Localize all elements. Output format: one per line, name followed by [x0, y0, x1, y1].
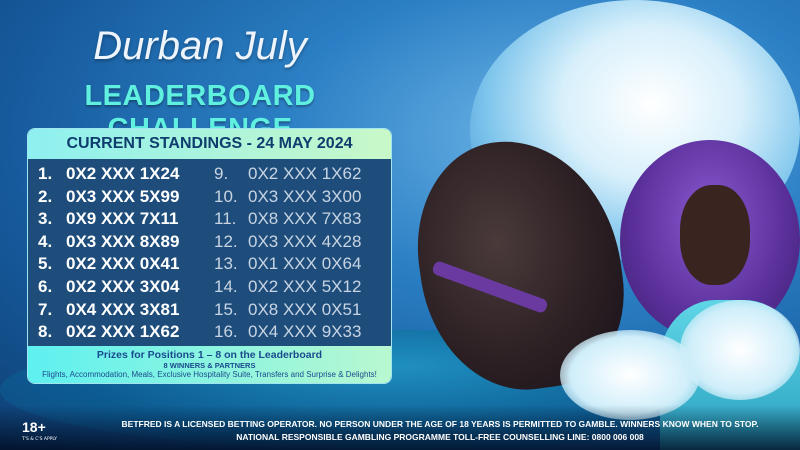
foam-illustration: [680, 300, 800, 400]
standings-row: 12. 0X3 XXX 4X28: [214, 231, 390, 254]
standings-column-right: 9. 0X2 XXX 1X62 10. 0X3 XXX 3X00 11. 0X8 XXX …: [214, 163, 390, 344]
position-number: 4.: [38, 231, 53, 251]
player-id: 0X3 XXX 4X28: [248, 231, 362, 251]
prizes-winners: 8 WINNERS & PARTNERS: [163, 360, 256, 370]
prizes-box: Prizes for Positions 1 – 8 on the Leader…: [28, 345, 391, 383]
position-number: 6.: [38, 276, 53, 296]
standings-row: 11. 0X8 XXX 7X83: [214, 208, 390, 231]
standings-row: 9. 0X2 XXX 1X62: [214, 163, 390, 186]
player-id: 0X3 XXX 8X89: [66, 231, 180, 251]
standings-row: 2. 0X3 XXX 5X99: [38, 186, 214, 209]
prizes-heading: Prizes for Positions 1 – 8 on the Leader…: [96, 348, 323, 361]
player-id: 0X2 XXX 3X04: [66, 276, 180, 296]
prizes-details: Flights, Accommodation, Meals, Exclusive…: [42, 369, 377, 379]
position-number: 2.: [38, 186, 53, 206]
woman-illustration: [680, 185, 750, 285]
player-id: 0X3 XXX 5X99: [66, 186, 180, 206]
standings-row: 16. 0X4 XXX 9X33: [214, 321, 390, 344]
player-id: 0X8 XXX 0X51: [248, 299, 362, 319]
standings-row: 5. 0X2 XXX 0X41: [38, 253, 214, 276]
player-id: 0X4 XXX 3X81: [66, 299, 180, 319]
standings-row: 6. 0X2 XXX 3X04: [38, 276, 214, 299]
terms-note: T'S & C'S APPLY: [22, 437, 58, 442]
position-number: 12.: [214, 231, 238, 251]
position-number: 10.: [214, 186, 238, 206]
standings-row: 7. 0X4 XXX 3X81: [38, 299, 214, 322]
player-id: 0X1 XXX 0X64: [248, 254, 362, 274]
standings-row: 14. 0X2 XXX 5X12: [214, 276, 390, 299]
player-id: 0X3 XXX 3X00: [248, 186, 362, 206]
disclaimer-line-2: NATIONAL RESPONSIBLE GAMBLING PROGRAMME …: [236, 432, 644, 442]
player-id: 0X2 XXX 1X24: [66, 164, 180, 183]
player-id: 0X2 XXX 0X41: [66, 254, 180, 274]
position-number: 14.: [214, 276, 238, 296]
position-number: 9.: [214, 164, 229, 183]
position-number: 5.: [38, 254, 53, 274]
player-id: 0X8 XXX 7X83: [248, 209, 362, 229]
player-id: 0X2 XXX 1X62: [248, 164, 362, 183]
position-number: 3.: [38, 209, 53, 229]
position-number: 7.: [38, 299, 53, 319]
standings-row: 10. 0X3 XXX 3X00: [214, 186, 390, 209]
footer: [0, 405, 800, 450]
player-id: 0X9 XXX 7X11: [66, 209, 179, 229]
standings-row: 15. 0X8 XXX 0X51: [214, 299, 390, 322]
player-id: 0X4 XXX 9X33: [248, 322, 362, 342]
standings-row: 13. 0X1 XXX 0X64: [214, 253, 390, 276]
position-number: 13.: [214, 254, 238, 274]
standings-row: 8. 0X2 XXX 1X62: [38, 321, 214, 344]
player-id: 0X2 XXX 5X12: [248, 276, 362, 296]
standings-panel: CURRENT STANDINGS - 24 MAY 2024 1. 0X2 XX…: [27, 128, 392, 384]
position-number: 11.: [214, 209, 237, 229]
position-number: 8.: [38, 322, 53, 342]
position-number: 16.: [214, 322, 238, 342]
age-restriction-badge: 18+: [22, 419, 46, 435]
disclaimer-line-1: BETFRED IS A LICENSED BETTING OPERATOR. …: [121, 419, 759, 429]
position-number: 15.: [214, 299, 238, 319]
standings-row: 3. 0X9 XXX 7X11: [38, 208, 214, 231]
player-id: 0X2 XXX 1X62: [66, 322, 180, 342]
standings-header: CURRENT STANDINGS - 24 MAY 2024: [28, 129, 391, 159]
standings-row: 1. 0X2 XXX 1X24: [38, 163, 214, 186]
standings-column-left: 1. 0X2 XXX 1X24 2. 0X3 XXX 5X99 3. 0X9 XXX 7X…: [38, 163, 214, 344]
position-number: 1.: [38, 164, 53, 183]
page-title: Durban July: [93, 24, 307, 68]
standings-row: 4. 0X3 XXX 8X89: [38, 231, 214, 254]
